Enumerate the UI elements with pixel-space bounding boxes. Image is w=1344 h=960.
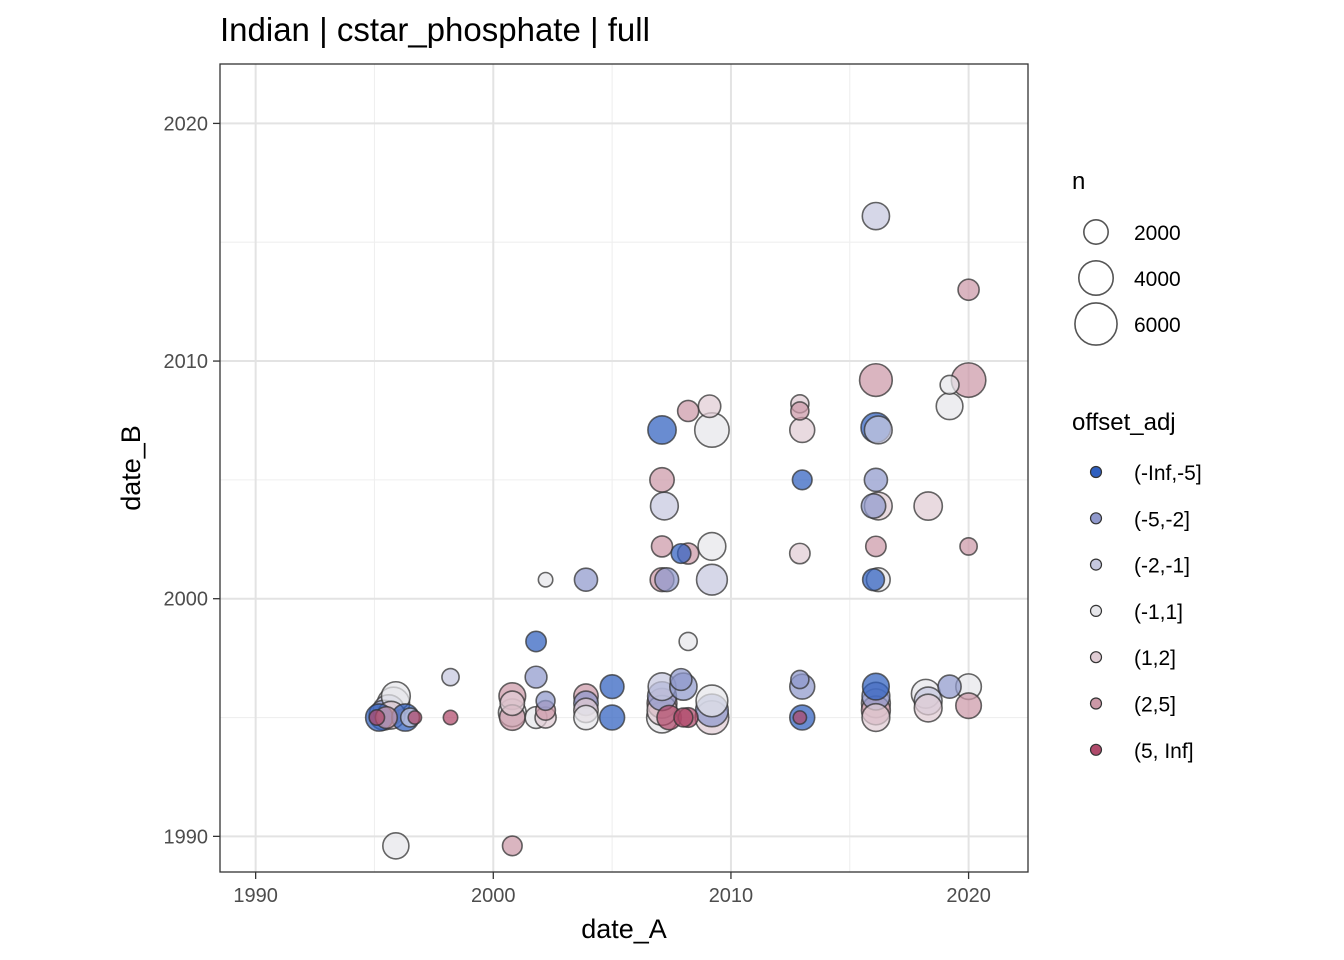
data-point bbox=[695, 563, 729, 596]
data-point bbox=[573, 567, 599, 593]
data-point bbox=[864, 535, 887, 558]
color-legend-key bbox=[1089, 604, 1103, 618]
data-point bbox=[669, 667, 693, 692]
data-point bbox=[860, 493, 887, 519]
data-point bbox=[654, 567, 680, 593]
chart-title: Indian | cstar_phosphate | full bbox=[220, 11, 650, 48]
axes: 1990 2000 2010 2020 1990 2000 2010 2020 bbox=[164, 113, 991, 907]
data-point bbox=[791, 469, 813, 491]
data-point bbox=[959, 537, 978, 556]
data-point bbox=[501, 835, 523, 857]
data-point bbox=[957, 278, 980, 302]
color-legend-key bbox=[1089, 743, 1103, 756]
color-legend-title: offset_adj bbox=[1072, 409, 1176, 436]
data-point bbox=[955, 692, 983, 720]
color-legend-label: (-Inf,-5] bbox=[1134, 462, 1202, 485]
y-tick-label: 2010 bbox=[164, 351, 209, 373]
plot-panel bbox=[219, 63, 1029, 873]
x-tick-label: 2010 bbox=[709, 885, 754, 907]
data-point bbox=[535, 690, 556, 712]
data-point bbox=[861, 672, 891, 701]
color-legend-key bbox=[1089, 465, 1103, 479]
data-point bbox=[598, 704, 626, 731]
x-tick-label: 1990 bbox=[233, 885, 278, 907]
color-legend-key bbox=[1089, 558, 1103, 571]
data-point bbox=[861, 568, 886, 592]
x-axis-label: date_A bbox=[581, 914, 667, 944]
size-legend-label: 4000 bbox=[1134, 268, 1181, 291]
data-point bbox=[499, 690, 526, 717]
data-point bbox=[792, 710, 808, 725]
data-point bbox=[649, 491, 680, 521]
data-point bbox=[382, 832, 410, 860]
data-point bbox=[935, 392, 964, 421]
data-point bbox=[407, 710, 423, 725]
data-point bbox=[697, 394, 722, 419]
color-legend-label: (-5,-2] bbox=[1134, 508, 1190, 531]
data-point bbox=[368, 709, 386, 727]
data-point bbox=[861, 201, 891, 231]
data-point bbox=[937, 674, 962, 699]
color-legend-key bbox=[1089, 512, 1103, 525]
size-legend-label: 6000 bbox=[1134, 314, 1181, 337]
y-tick-label: 1990 bbox=[164, 826, 209, 848]
data-point bbox=[863, 415, 893, 445]
y-tick-label: 2020 bbox=[164, 113, 209, 135]
data-point bbox=[678, 631, 698, 652]
data-points bbox=[364, 201, 987, 860]
data-point bbox=[939, 374, 960, 396]
y-axis-label: date_B bbox=[116, 425, 146, 511]
data-point bbox=[673, 707, 694, 728]
size-legend-key bbox=[1074, 302, 1118, 346]
size-legend-key bbox=[1077, 259, 1115, 297]
data-point bbox=[676, 399, 700, 423]
color-legend: offset_adj (-Inf,-5] (-5,-2] (-2,-1] (-1,1]… bbox=[1072, 409, 1202, 763]
data-point bbox=[913, 491, 944, 521]
data-point bbox=[697, 531, 727, 562]
x-tick-label: 2020 bbox=[946, 885, 991, 907]
color-legend-label: (-2,-1] bbox=[1134, 555, 1190, 578]
data-point bbox=[573, 704, 599, 731]
grid-lines bbox=[220, 64, 1028, 872]
color-legend-key bbox=[1089, 697, 1103, 710]
data-point bbox=[650, 535, 674, 558]
data-point bbox=[863, 467, 889, 493]
data-point bbox=[861, 702, 891, 733]
color-legend-label: (-1,1] bbox=[1134, 601, 1183, 624]
data-point bbox=[649, 466, 675, 493]
color-legend-key bbox=[1089, 651, 1103, 664]
data-point bbox=[695, 684, 729, 718]
data-point bbox=[913, 693, 943, 723]
data-point bbox=[599, 673, 625, 700]
data-point bbox=[524, 665, 548, 689]
data-point bbox=[670, 542, 692, 565]
y-tick-label: 2000 bbox=[164, 589, 209, 611]
color-legend-label: (5, Inf] bbox=[1134, 740, 1194, 763]
size-legend: n 2000 4000 6000 bbox=[1072, 168, 1181, 346]
size-legend-key bbox=[1083, 219, 1109, 245]
data-point bbox=[788, 542, 811, 565]
data-point bbox=[441, 667, 460, 687]
data-point bbox=[790, 669, 810, 690]
data-point bbox=[525, 630, 548, 653]
data-point bbox=[790, 401, 810, 421]
x-tick-label: 2000 bbox=[471, 885, 516, 907]
size-legend-label: 2000 bbox=[1134, 222, 1181, 245]
panel-border bbox=[219, 63, 1029, 873]
data-point bbox=[537, 571, 554, 588]
data-point bbox=[442, 709, 459, 726]
color-legend-label: (2,5] bbox=[1134, 694, 1176, 717]
data-point bbox=[788, 416, 816, 444]
data-point bbox=[647, 415, 677, 445]
size-legend-title: n bbox=[1072, 168, 1085, 195]
color-legend-label: (1,2] bbox=[1134, 647, 1176, 670]
data-point bbox=[858, 362, 894, 398]
